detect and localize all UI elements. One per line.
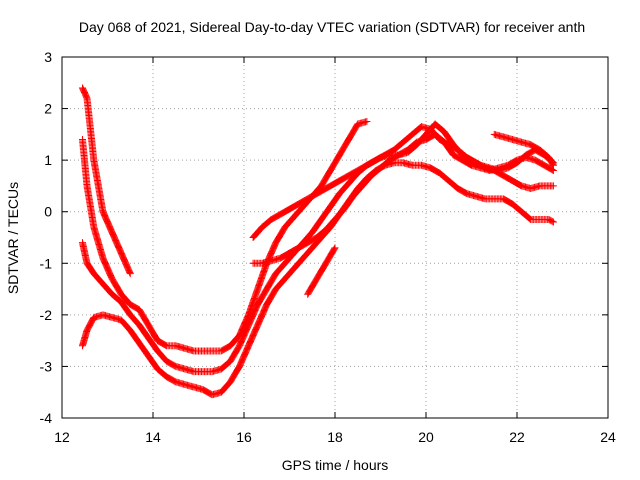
y-tick-label: 2 (44, 101, 52, 117)
data-point (549, 161, 557, 169)
series-track-1 (78, 84, 134, 278)
series-track-7 (490, 130, 557, 169)
y-tick-label: 3 (44, 49, 52, 65)
y-tick-label: -4 (40, 410, 53, 426)
data-point (549, 218, 557, 226)
data-point (363, 117, 371, 125)
x-tick-label: 24 (600, 429, 616, 445)
y-tick-label: 1 (44, 152, 52, 168)
x-tick-label: 20 (418, 429, 434, 445)
data-markers (78, 84, 557, 399)
y-tick-label: -1 (40, 255, 53, 271)
data-point (548, 217, 556, 225)
y-tick-label: -2 (40, 307, 53, 323)
data-point (330, 245, 338, 253)
y-tick-label: 0 (44, 204, 52, 220)
x-tick-label: 14 (145, 429, 161, 445)
x-tick-label: 22 (509, 429, 525, 445)
data-point (331, 244, 339, 252)
series-track-3 (78, 123, 557, 376)
data-point (126, 270, 134, 278)
chart-title: Day 068 of 2021, Sidereal Day-to-day VTE… (79, 19, 585, 35)
data-point (525, 214, 533, 222)
data-point (411, 139, 419, 147)
x-tick-label: 18 (327, 429, 343, 445)
x-tick-label: 16 (236, 429, 252, 445)
y-tick-label: -3 (40, 358, 53, 374)
y-axis-ticks: -4 -3 -2 -1 0 1 2 3 (40, 49, 608, 426)
y-axis-label: SDTVAR / TECUs (5, 182, 21, 294)
data-point (549, 160, 557, 168)
series-track-8 (304, 244, 339, 298)
series-track-6 (249, 130, 557, 267)
x-tick-label: 12 (54, 429, 70, 445)
x-axis-ticks: 12 14 16 18 20 22 24 (54, 57, 616, 445)
grid-lines (62, 57, 608, 418)
x-axis-label: GPS time / hours (282, 457, 389, 473)
data-point (549, 182, 557, 190)
